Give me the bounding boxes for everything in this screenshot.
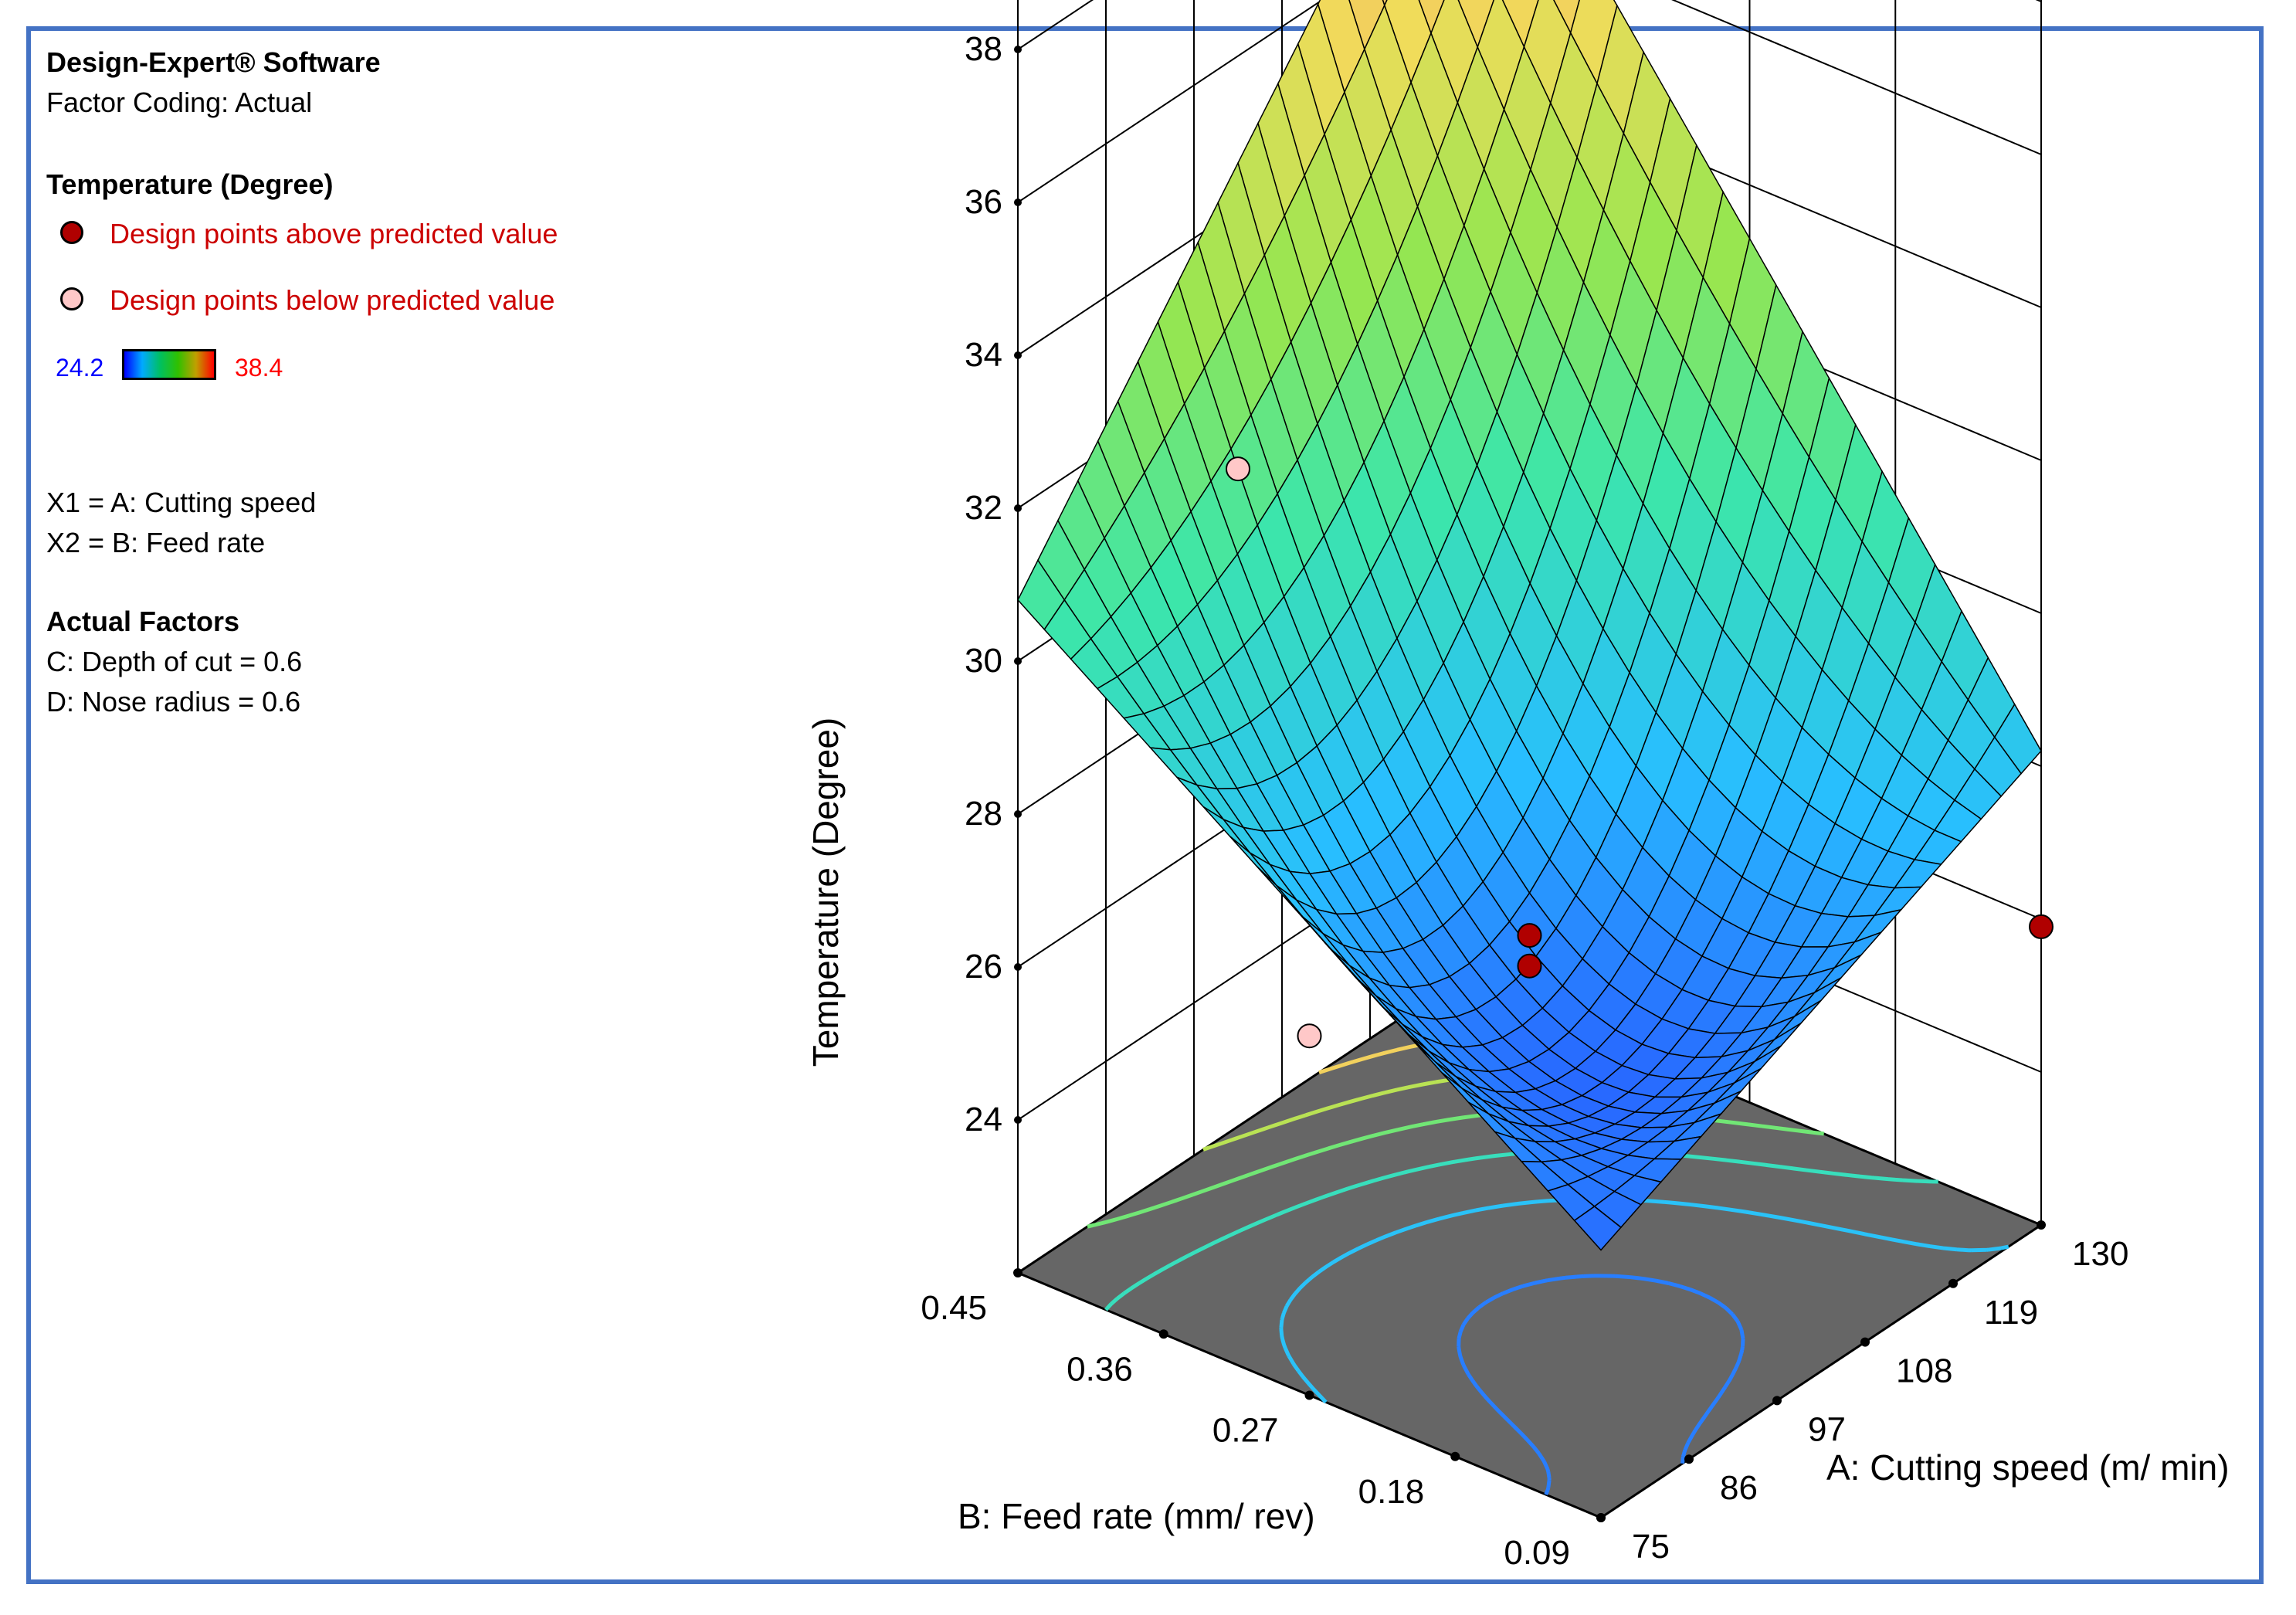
z-tick-label: 38 [965, 30, 1002, 68]
design-point-above [2029, 914, 2054, 939]
z-tick-label: 28 [965, 795, 1002, 833]
z-tick-label: 26 [965, 948, 1002, 986]
y-tick-mark [1450, 1451, 1460, 1461]
surface-patch [1418, 0, 1445, 36]
z-tick-label: 34 [965, 336, 1002, 374]
x-tick-label: 97 [1808, 1410, 1846, 1448]
z-tick-label: 24 [965, 1101, 1002, 1138]
z-tick-label: 36 [965, 183, 1002, 221]
above-point-marker-icon [60, 221, 83, 244]
design-points [1226, 456, 2054, 1049]
x2-definition: X2 = B: Feed rate [46, 527, 266, 558]
design-point-below [1226, 456, 1250, 482]
x-tick-label: 108 [1896, 1352, 1952, 1390]
x-tick-mark [2037, 1220, 2046, 1230]
design-point-above [1517, 953, 1542, 979]
x-tick-mark [1772, 1396, 1782, 1406]
color-scale-bar [122, 349, 216, 380]
x-tick-label: 119 [1984, 1294, 2038, 1332]
wall-grid-line [1017, 0, 2042, 203]
design-point-above [1517, 923, 1542, 948]
factor-coding: Factor Coding: Actual [46, 87, 313, 118]
y-tick-label: 0.18 [1358, 1473, 1425, 1511]
below-point-label: Design points below predicted value [110, 284, 555, 316]
x-tick-label: 75 [1632, 1528, 1670, 1566]
x-tick-mark [1860, 1337, 1870, 1347]
contour-line [1457, 1274, 1745, 1495]
x-axis-title: A: Cutting speed (m/ min) [1826, 1447, 2230, 1488]
surface-patch [1573, 1206, 1622, 1251]
z-tick-label: 30 [965, 642, 1002, 680]
x-tick-mark [1684, 1454, 1694, 1464]
y-tick-label: 0.27 [1212, 1412, 1279, 1450]
above-point-label: Design points above predicted value [110, 218, 558, 249]
actual-factors-heading: Actual Factors [46, 606, 240, 637]
z-tick-label: 32 [965, 489, 1002, 527]
x-tick-label: 86 [1720, 1469, 1758, 1507]
color-scale-min: 24.2 [56, 354, 104, 382]
design-point-below [1297, 1023, 1322, 1049]
y-tick-label: 0.36 [1067, 1350, 1133, 1388]
software-name: Design-Expert® Software [46, 46, 381, 78]
x-tick-mark [1596, 1513, 1606, 1522]
surface-patch [1553, 0, 1580, 35]
z-axis-title: Temperature (Degree) [805, 718, 846, 1067]
response-surface [1017, 0, 2042, 1251]
below-point-marker-icon [60, 287, 83, 310]
x-tick-label: 130 [2072, 1235, 2128, 1273]
color-scale-max: 38.4 [235, 354, 283, 382]
x-tick-mark [1948, 1278, 1958, 1288]
response-name: Temperature (Degree) [46, 168, 334, 200]
y-tick-label: 0.45 [921, 1289, 987, 1327]
depth-of-cut-value: C: Depth of cut = 0.6 [46, 646, 303, 677]
axis-ticks: 2426283032343638400.090.180.270.360.4575… [921, 0, 2128, 1572]
y-tick-mark [1304, 1390, 1314, 1400]
nose-radius-value: D: Nose radius = 0.6 [46, 686, 301, 718]
y-tick-label: 0.09 [1504, 1534, 1570, 1572]
x1-definition: X1 = A: Cutting speed [46, 487, 317, 518]
y-tick-mark [1158, 1329, 1168, 1339]
y-tick-mark [1013, 1268, 1023, 1277]
y-axis-title: B: Feed rate (mm/ rev) [958, 1496, 1315, 1536]
